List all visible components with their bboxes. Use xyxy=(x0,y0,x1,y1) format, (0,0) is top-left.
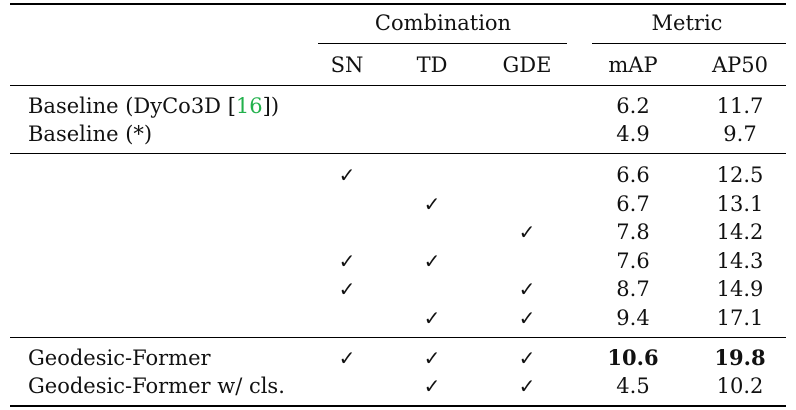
check-mark-icon: ✓ xyxy=(423,346,441,370)
check-mark-icon: ✓ xyxy=(423,191,441,216)
check-mark-icon: ✓ xyxy=(338,346,356,370)
check-mark-icon: ✓ xyxy=(518,374,536,398)
cell-map: 4.9 xyxy=(616,122,650,146)
cell-map: 8.7 xyxy=(616,277,650,302)
check-mark-icon: ✓ xyxy=(338,277,356,302)
row-label: Geodesic-Former xyxy=(28,346,211,370)
check-mark-icon: ✓ xyxy=(518,220,536,245)
check-mark-icon: ✓ xyxy=(518,277,536,302)
check-mark-icon: ✓ xyxy=(338,163,356,187)
check-mark-icon: ✓ xyxy=(518,306,536,330)
check-mark-icon: ✓ xyxy=(518,346,536,370)
header-combination: Combination xyxy=(374,11,512,35)
cell-ap50: 11.7 xyxy=(716,94,764,118)
cell-ap50: 14.3 xyxy=(716,248,764,273)
cell-map: 6.6 xyxy=(616,163,650,187)
cell-ap50: 19.8 xyxy=(714,345,766,370)
cell-map: 7.8 xyxy=(616,220,650,245)
cell-ap50: 9.7 xyxy=(723,122,757,146)
cell-ap50: 14.9 xyxy=(716,277,764,302)
cell-ap50: 14.2 xyxy=(716,220,764,245)
row-label-text: ]) xyxy=(262,94,280,118)
cell-ap50: 17.1 xyxy=(716,306,764,330)
check-mark-icon: ✓ xyxy=(423,374,441,398)
cell-ap50: 12.5 xyxy=(716,163,764,187)
column-header-map: mAP xyxy=(608,53,658,77)
cell-ap50: 13.1 xyxy=(716,191,764,216)
cell-map: 4.5 xyxy=(616,374,650,398)
metric-cmidrule xyxy=(592,43,786,44)
column-header-td: TD xyxy=(416,53,448,77)
header-rule xyxy=(10,85,786,86)
cell-map: 6.7 xyxy=(616,191,650,216)
row-label: Geodesic-Former w/ cls. xyxy=(28,374,285,398)
check-mark-icon: ✓ xyxy=(338,248,356,273)
check-mark-icon: ✓ xyxy=(423,248,441,273)
row-label-dyco3d-baseline: Baseline (DyCo3D [16]) xyxy=(28,93,279,119)
ablation-rule xyxy=(10,337,786,338)
citation-link[interactable]: 16 xyxy=(235,94,263,118)
baseline-rule xyxy=(10,153,786,154)
header-metric: Metric xyxy=(651,11,723,35)
cell-map: 6.2 xyxy=(616,94,650,118)
bottom-rule xyxy=(10,405,786,407)
cell-map: 9.4 xyxy=(616,306,650,330)
column-header-sn: SN xyxy=(330,53,364,77)
combination-cmidrule xyxy=(318,43,567,44)
check-mark-icon: ✓ xyxy=(423,306,441,330)
cell-ap50: 10.2 xyxy=(716,374,764,398)
column-header-ap50: AP50 xyxy=(711,53,769,77)
row-label-baseline-star: Baseline (*) xyxy=(28,122,153,146)
cell-map: 10.6 xyxy=(607,345,659,370)
column-header-gde: GDE xyxy=(502,53,552,77)
cell-map: 7.6 xyxy=(616,248,650,273)
top-rule xyxy=(10,3,786,5)
row-label-text: Baseline (DyCo3D [ xyxy=(28,94,236,118)
